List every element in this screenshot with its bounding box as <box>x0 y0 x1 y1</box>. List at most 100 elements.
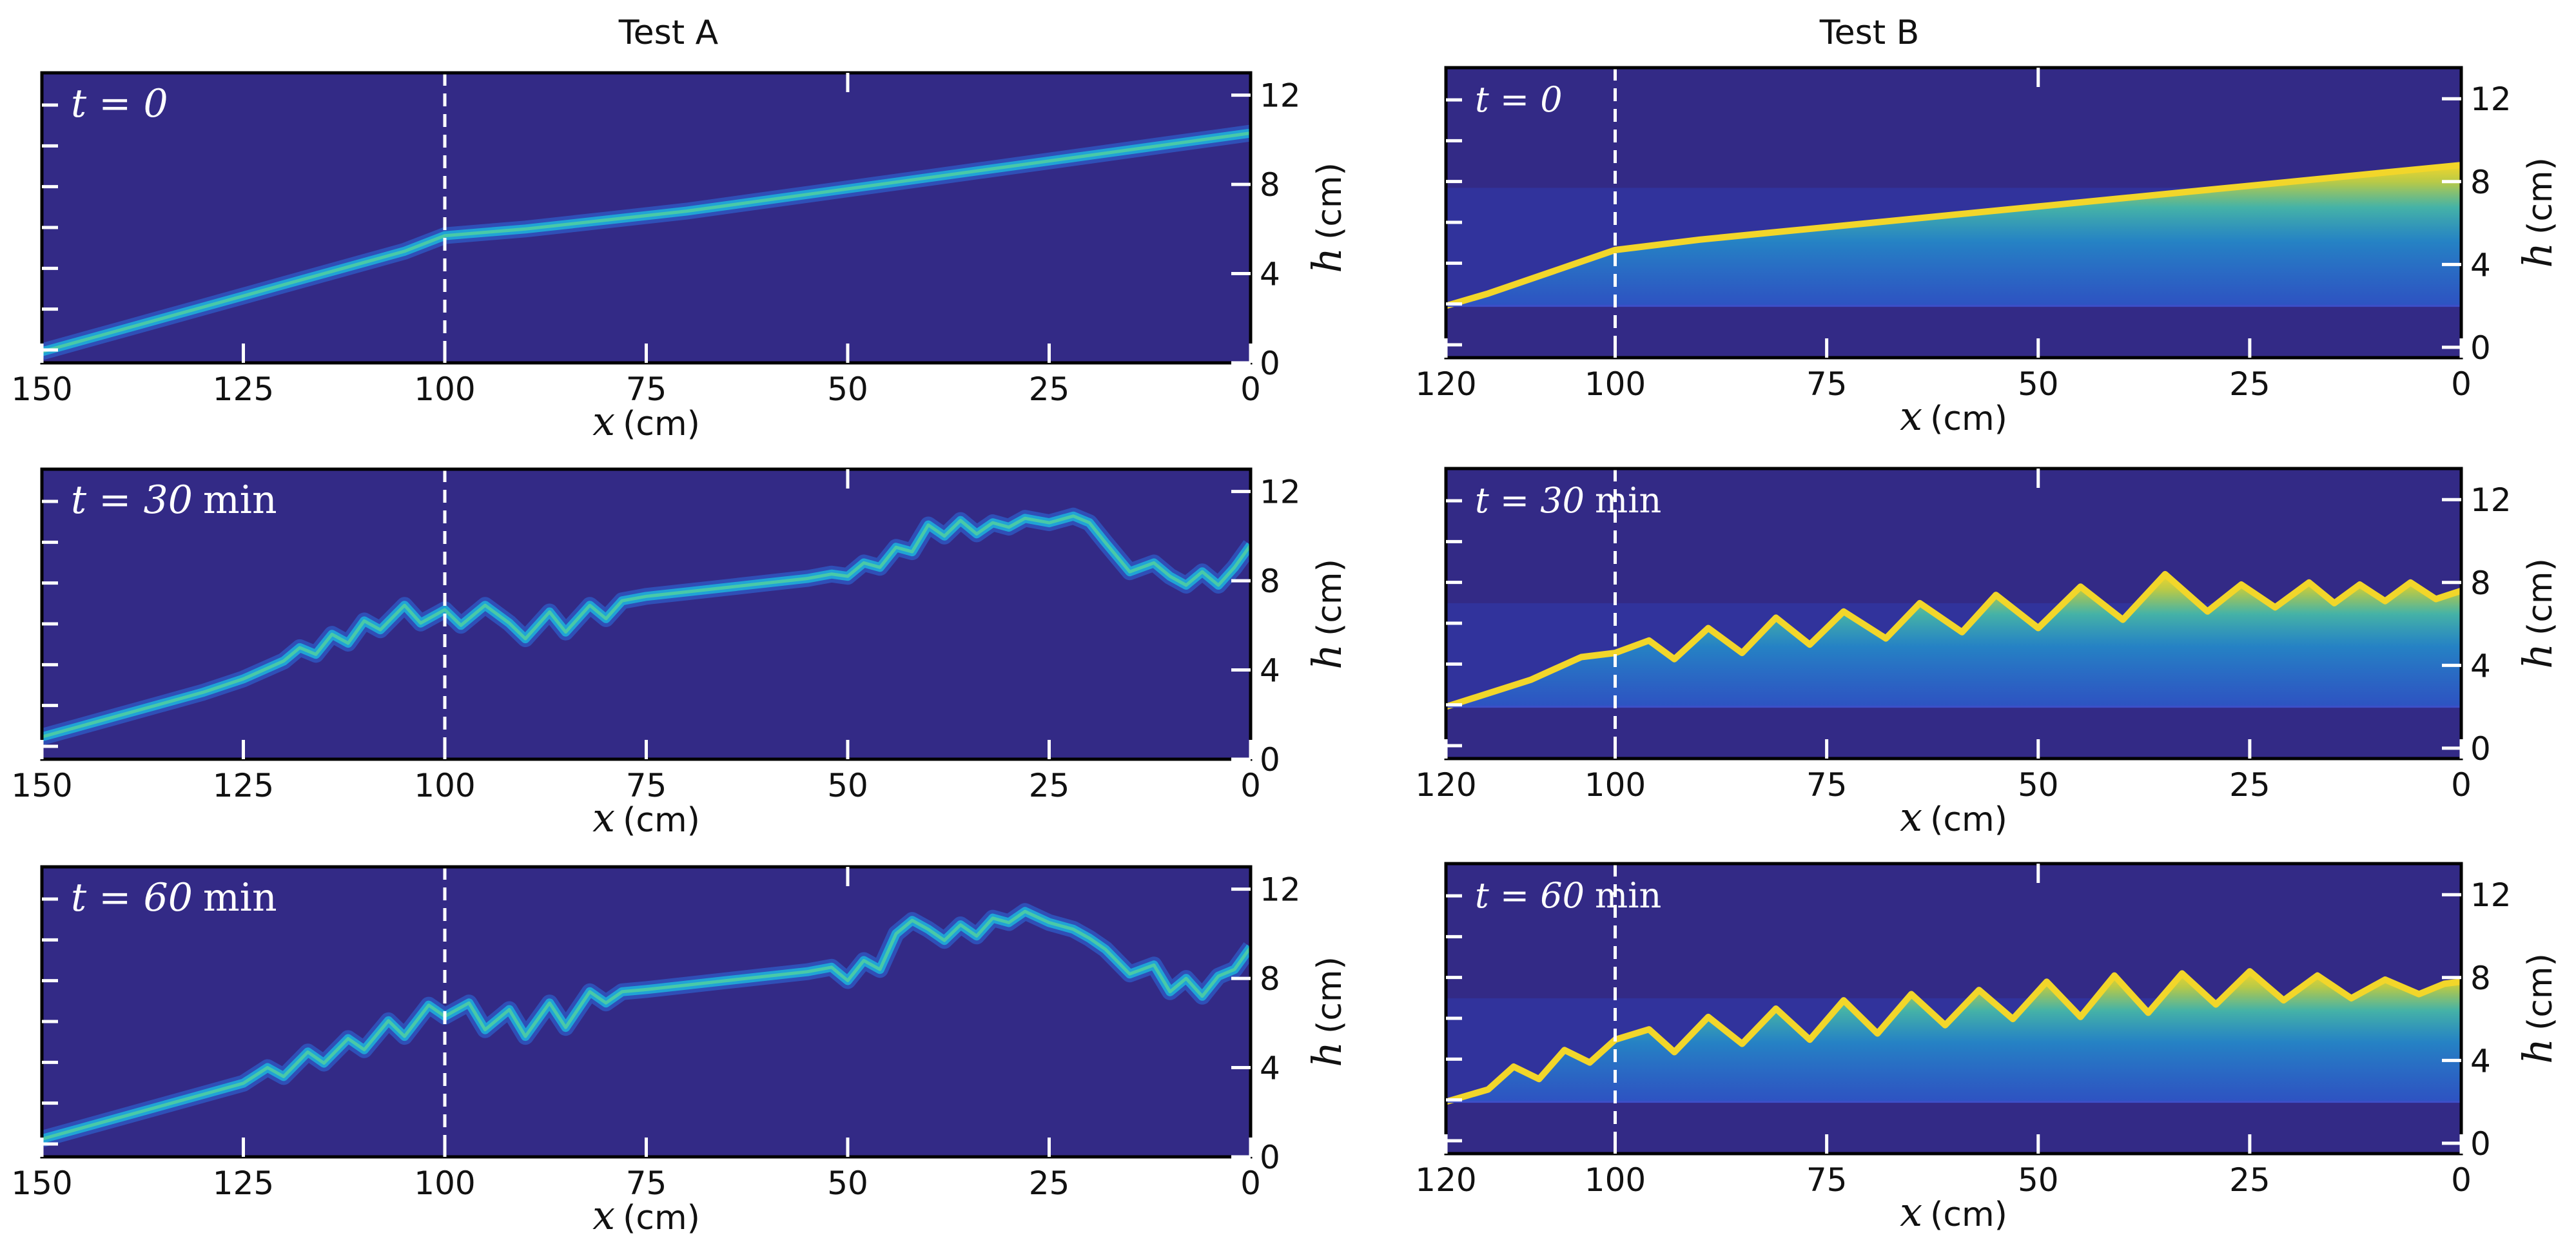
x-tick-label: 125 <box>213 371 274 408</box>
time-label-value: t = 0 <box>1475 79 1563 120</box>
x-tick-label: 125 <box>213 1165 274 1202</box>
x-tick-label: 0 <box>2451 1161 2472 1199</box>
x-tick-label: 25 <box>1029 1165 1070 1202</box>
y-tick-label: 12 <box>2470 877 2512 914</box>
y-axis-variable: h <box>2514 242 2561 268</box>
y-axis-unit: (cm) <box>2521 953 2560 1031</box>
time-label-value: t = 60 <box>1475 875 1585 916</box>
x-axis-unit: (cm) <box>1930 800 2007 839</box>
sediment-glow <box>1446 574 2461 707</box>
x-axis-unit: (cm) <box>623 405 700 443</box>
y-axis-label: h (cm) <box>2514 558 2561 669</box>
x-tick-label: 0 <box>1240 1165 1261 1202</box>
plot-content <box>1446 864 2461 1154</box>
time-label-unit: min <box>1595 875 1661 916</box>
x-axis-variable: x <box>1900 392 1922 440</box>
y-axis-variable: h <box>2514 643 2561 669</box>
x-axis-variable: x <box>592 398 615 445</box>
surface-profile <box>1446 968 2461 1105</box>
plot-frame <box>1444 66 2463 360</box>
x-tick-label: 75 <box>626 1165 667 1202</box>
y-axis-variable: h <box>1303 644 1351 670</box>
x-tick-label: 25 <box>2229 766 2270 804</box>
y-axis-unit: (cm) <box>2521 157 2560 235</box>
x-axis-unit: (cm) <box>623 1199 700 1237</box>
column-title-test-b: Test B <box>1819 14 1920 52</box>
time-label: t = 60 min <box>1475 875 1661 916</box>
y-axis-label: h (cm) <box>1303 559 1351 670</box>
y-tick-label: 0 <box>1260 1139 1280 1176</box>
y-tick-label: 0 <box>2470 1125 2491 1163</box>
y-axis-label: h (cm) <box>2514 953 2561 1064</box>
x-axis-unit: (cm) <box>1930 400 2007 438</box>
y-tick-label: 12 <box>1260 77 1301 115</box>
x-tick-label: 75 <box>1806 1161 1848 1199</box>
x-axis-label: x (cm) <box>1900 793 2007 840</box>
x-tick-label: 50 <box>2018 365 2059 403</box>
plot-frame <box>1444 467 2463 760</box>
plot-content <box>42 867 1251 1157</box>
x-tick-label: 150 <box>11 371 72 408</box>
x-tick-label: 120 <box>1415 766 1476 804</box>
y-axis-label: h (cm) <box>2514 157 2561 268</box>
x-axis-variable: x <box>592 1192 615 1239</box>
time-label-value: t = 30 <box>1475 480 1585 521</box>
x-axis-variable: x <box>592 794 615 841</box>
plot-frame <box>1444 862 2463 1156</box>
y-tick-label: 4 <box>1260 256 1280 293</box>
y-axis-label: h (cm) <box>1303 956 1351 1067</box>
x-tick-label: 0 <box>2451 766 2472 804</box>
y-tick-label: 12 <box>2470 481 2512 519</box>
x-axis-label: x (cm) <box>592 1192 700 1239</box>
surface-profile <box>42 909 1251 1141</box>
y-tick-label: 8 <box>2470 164 2491 201</box>
y-axis-variable: h <box>1303 247 1351 273</box>
x-tick-label: 0 <box>1240 767 1261 804</box>
time-label: t = 30 min <box>71 478 277 523</box>
time-label: t = 0 <box>1475 79 1563 120</box>
y-axis-unit: (cm) <box>1311 559 1349 636</box>
y-tick-label: 0 <box>1260 741 1280 779</box>
x-axis-unit: (cm) <box>623 801 700 840</box>
x-tick-label: 25 <box>2229 1161 2270 1199</box>
x-tick-label: 100 <box>414 767 475 804</box>
x-axis-variable: x <box>1900 793 1922 840</box>
x-tick-label: 0 <box>1240 371 1261 408</box>
x-axis-label: x (cm) <box>592 398 700 445</box>
x-tick-label: 75 <box>1806 766 1848 804</box>
y-tick-label: 4 <box>2470 647 2491 684</box>
time-label: t = 60 min <box>71 875 277 920</box>
y-tick-label: 8 <box>2470 960 2491 997</box>
time-label-value: t = 30 <box>71 478 193 523</box>
x-tick-label: 25 <box>1029 767 1070 804</box>
x-tick-label: 50 <box>827 371 868 408</box>
y-tick-label: 0 <box>1260 345 1280 382</box>
x-tick-label: 120 <box>1415 365 1476 403</box>
surface-profile <box>42 514 1251 739</box>
y-axis-variable: h <box>2514 1038 2561 1064</box>
y-tick-label: 8 <box>1260 960 1280 998</box>
y-tick-label: 12 <box>1260 474 1301 511</box>
x-axis-label: x (cm) <box>592 794 700 841</box>
time-label-unit: min <box>1595 480 1661 521</box>
y-tick-label: 4 <box>1260 1050 1280 1087</box>
y-tick-label: 4 <box>2470 1042 2491 1080</box>
surface-profile <box>1446 570 2461 710</box>
surface-profile <box>42 131 1251 354</box>
x-axis-unit: (cm) <box>1930 1196 2007 1234</box>
time-label-value: t = 60 <box>71 875 193 920</box>
x-tick-label: 25 <box>1029 371 1070 408</box>
x-tick-label: 50 <box>827 767 868 804</box>
plot-content <box>1446 469 2461 759</box>
x-tick-label: 75 <box>626 371 667 408</box>
y-tick-label: 12 <box>2470 81 2512 118</box>
time-label-unit: min <box>203 875 277 920</box>
column-title-test-a: Test A <box>618 14 719 52</box>
y-tick-label: 12 <box>1260 871 1301 909</box>
x-tick-label: 150 <box>11 767 72 804</box>
plot-content <box>42 469 1251 759</box>
